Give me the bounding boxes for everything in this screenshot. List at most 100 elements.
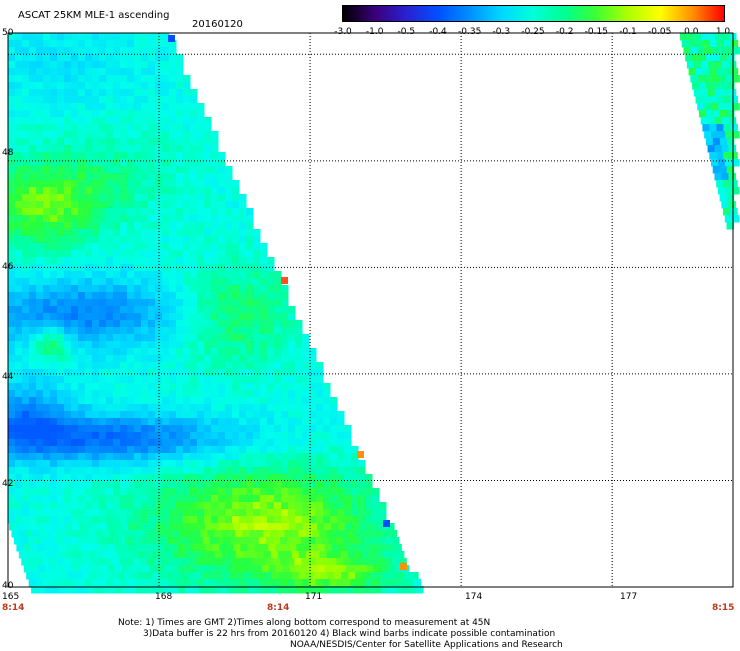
swath-cell bbox=[239, 278, 247, 286]
swath-cell bbox=[325, 586, 333, 594]
swath-cell bbox=[43, 82, 51, 90]
swath-cell bbox=[232, 369, 240, 377]
swath-cell bbox=[239, 488, 247, 496]
swath-cell bbox=[21, 558, 29, 566]
swath-cell bbox=[714, 173, 722, 181]
swath-cell bbox=[71, 187, 79, 195]
swath-cell bbox=[99, 425, 107, 433]
swath-cell bbox=[36, 502, 44, 510]
swath-cell bbox=[29, 292, 37, 300]
swath-cell bbox=[724, 215, 733, 223]
swath-cell bbox=[197, 453, 205, 461]
swath-cell bbox=[218, 488, 226, 496]
swath-cell bbox=[120, 89, 128, 97]
swath-cell bbox=[253, 460, 261, 468]
swath-cell bbox=[252, 558, 260, 566]
swath-cell bbox=[64, 124, 72, 132]
swath-cell bbox=[89, 572, 97, 580]
swath-cell bbox=[106, 82, 114, 90]
swath-cell bbox=[85, 33, 93, 41]
swath-cell bbox=[267, 467, 275, 475]
swath-cell bbox=[365, 481, 373, 489]
swath-cell bbox=[239, 383, 247, 391]
swath-cell bbox=[197, 110, 205, 118]
swath-cell bbox=[36, 383, 44, 391]
swath-cell bbox=[329, 579, 338, 587]
swath-cell bbox=[204, 341, 212, 349]
swath-cell bbox=[15, 243, 23, 251]
swath-cell bbox=[64, 208, 72, 216]
swath-cell bbox=[43, 208, 51, 216]
swath-cell bbox=[148, 124, 156, 132]
swath-cell bbox=[92, 201, 100, 209]
swath-cell bbox=[148, 341, 156, 349]
swath-cell bbox=[120, 425, 128, 433]
swath-cell bbox=[43, 425, 51, 433]
swath-cell bbox=[113, 110, 121, 118]
swath-cell bbox=[183, 138, 191, 146]
swath-cell bbox=[36, 180, 44, 188]
swath-cell bbox=[162, 390, 170, 398]
swath-cell bbox=[22, 432, 30, 440]
swath-cell bbox=[22, 348, 30, 356]
swath-cell bbox=[85, 460, 93, 468]
swath-cell bbox=[169, 138, 177, 146]
swath-cell bbox=[50, 117, 58, 125]
swath-cell bbox=[99, 271, 107, 279]
swath-cell bbox=[28, 558, 36, 566]
swath-cell bbox=[295, 404, 303, 412]
swath-cell bbox=[204, 348, 212, 356]
swath-cell bbox=[267, 390, 275, 398]
swath-cell bbox=[127, 474, 135, 482]
swath-cell bbox=[323, 453, 331, 461]
swath-cell bbox=[134, 460, 142, 468]
swath-cell bbox=[248, 586, 256, 594]
swath-cell bbox=[127, 355, 135, 363]
swath-cell bbox=[120, 222, 128, 230]
swath-cell bbox=[162, 502, 170, 510]
swath-cell bbox=[8, 285, 16, 293]
swath-cell bbox=[113, 362, 121, 370]
swath-cell bbox=[58, 565, 67, 573]
swath-cell bbox=[197, 439, 205, 447]
swath-cell bbox=[225, 285, 233, 293]
swath-cell bbox=[162, 54, 170, 62]
swath-cell bbox=[113, 131, 121, 139]
swath-cell bbox=[141, 313, 149, 321]
colorbar-label: -3.0 bbox=[334, 27, 352, 37]
swath-cell bbox=[260, 362, 268, 370]
swath-cell bbox=[116, 551, 125, 559]
swath-cell bbox=[141, 481, 149, 489]
swath-cell bbox=[40, 572, 48, 580]
swath-cell bbox=[43, 131, 51, 139]
swath-cell bbox=[302, 355, 310, 363]
swath-cell bbox=[29, 306, 37, 314]
swath-cell bbox=[206, 586, 214, 594]
swath-cell bbox=[120, 418, 128, 426]
swath-cell bbox=[204, 390, 212, 398]
swath-cell bbox=[693, 89, 702, 97]
swath-cell bbox=[141, 159, 149, 167]
swath-cell bbox=[204, 369, 212, 377]
swath-cell bbox=[183, 166, 191, 174]
swath-cell bbox=[64, 229, 72, 237]
swath-cell bbox=[233, 544, 241, 552]
swath-cell bbox=[323, 467, 331, 475]
swath-cell bbox=[85, 103, 93, 111]
swath-cell bbox=[267, 327, 275, 335]
swath-cell bbox=[239, 362, 247, 370]
swath-cell bbox=[8, 390, 16, 398]
swath-cell bbox=[92, 278, 100, 286]
swath-cell bbox=[190, 292, 198, 300]
swath-cell bbox=[120, 173, 128, 181]
swath-cell bbox=[141, 397, 149, 405]
swath-cell bbox=[255, 586, 263, 594]
swath-cell bbox=[78, 187, 86, 195]
swath-cell bbox=[163, 565, 172, 573]
swath-cell bbox=[15, 131, 23, 139]
swath-cell bbox=[99, 502, 107, 510]
swath-cell bbox=[8, 376, 16, 384]
swath-cell bbox=[239, 446, 247, 454]
swath-cell bbox=[183, 299, 191, 307]
swath-cell bbox=[720, 54, 728, 62]
